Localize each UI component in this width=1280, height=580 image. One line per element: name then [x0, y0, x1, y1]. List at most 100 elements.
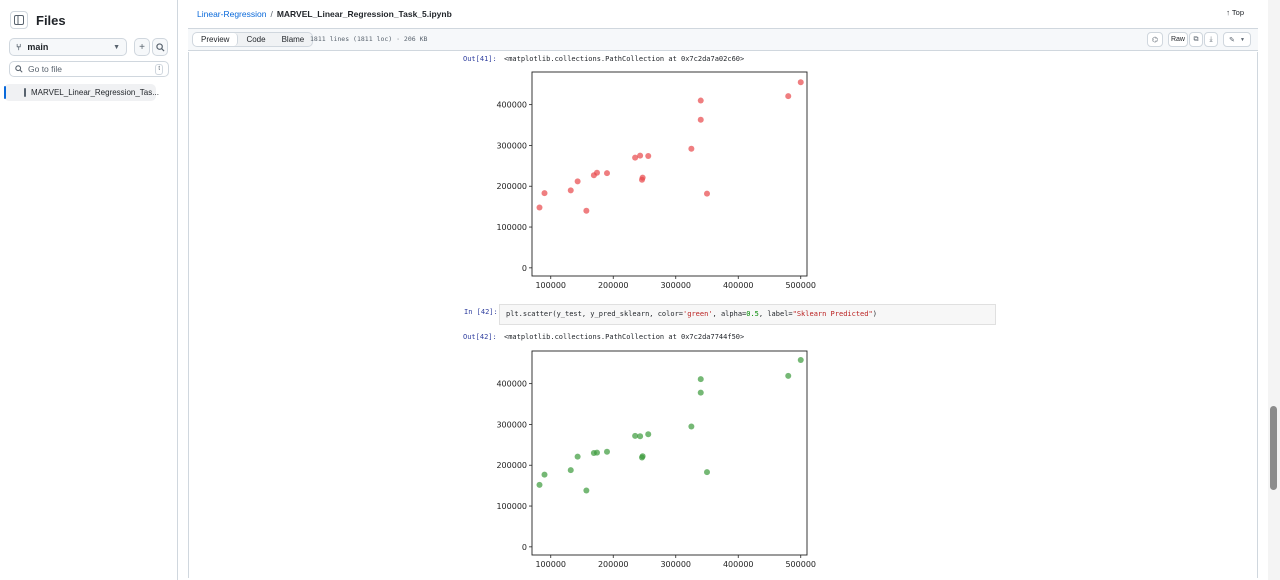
data-point: [632, 432, 639, 439]
data-point: [541, 471, 548, 478]
plot-frame: [531, 71, 808, 277]
data-point: [594, 449, 600, 456]
output-text: <matplotlib.collections.PathCollection a…: [504, 55, 745, 63]
data-point: [639, 453, 646, 460]
x-tick-label: 200000: [598, 560, 629, 569]
y-tick-label: 400000: [496, 380, 527, 389]
data-point: [645, 153, 652, 160]
x-tick-label: 500000: [785, 281, 816, 290]
x-tick-label: 300000: [660, 281, 691, 290]
edit-button[interactable]: ✎ ▼: [1223, 32, 1251, 47]
view-mode-tabs: Preview Code Blame: [192, 32, 314, 47]
sidebar-toggle-icon[interactable]: [10, 11, 28, 29]
arrow-up-icon: ↑: [1226, 8, 1232, 17]
data-point: [637, 152, 644, 159]
data-point: [704, 190, 710, 197]
code-cell[interactable]: plt.scatter(y_test, y_pred_sklearn, colo…: [499, 304, 996, 325]
x-tick-label: 500000: [785, 560, 816, 569]
selected-indicator: [4, 86, 6, 99]
search-button[interactable]: [152, 38, 168, 56]
data-point: [567, 187, 574, 194]
y-tick-label: 0: [522, 543, 527, 552]
file-meta: 1811 lines (1811 loc) · 206 KB: [310, 35, 428, 43]
breadcrumb: Linear-Regression / MARVEL_Linear_Regres…: [188, 4, 1258, 24]
plus-icon: +: [139, 41, 145, 53]
tree-item-file[interactable]: MARVEL_Linear_Regression_Tas...: [4, 84, 159, 101]
scatter-plot-green: 100000 200000 300000 400000 500000 0 100000 200…: [496, 350, 816, 569]
download-button[interactable]: ⤓: [1204, 32, 1218, 47]
search-icon: [155, 42, 165, 52]
data-point: [697, 116, 704, 123]
tab-preview[interactable]: Preview: [193, 33, 239, 46]
in-prompt: In [42]:: [464, 308, 498, 316]
out-prompt: Out[41]:: [463, 55, 497, 63]
y-tick-label: 300000: [496, 141, 527, 150]
code-string: "Sklearn Predicted": [792, 310, 873, 318]
data-point: [688, 423, 695, 430]
y-tick-label: 100000: [496, 502, 527, 511]
data-point: [697, 389, 704, 396]
add-file-button[interactable]: +: [134, 38, 150, 56]
data-point: [785, 93, 792, 100]
out-prompt: Out[42]:: [463, 333, 497, 341]
copy-button[interactable]: ⧉: [1189, 32, 1203, 47]
data-point: [785, 372, 792, 379]
tree-item-label: MARVEL_Linear_Regression_Tas...: [31, 88, 159, 97]
x-tick-label: 400000: [723, 281, 754, 290]
data-point: [583, 487, 590, 494]
data-point: [632, 154, 639, 161]
data-point: [536, 204, 543, 211]
copilot-button[interactable]: ⌬: [1147, 32, 1163, 47]
x-tick-label: 300000: [660, 560, 691, 569]
data-point: [574, 178, 581, 185]
data-point: [541, 190, 548, 197]
raw-button[interactable]: Raw: [1168, 32, 1188, 47]
y-tick-label: 400000: [496, 101, 527, 110]
file-icon: [24, 88, 26, 97]
search-icon: [15, 65, 23, 73]
y-tick-label: 200000: [496, 461, 527, 470]
data-point: [637, 433, 644, 440]
data-point: [797, 356, 804, 363]
top-label: Top: [1231, 8, 1244, 17]
data-point: [697, 97, 704, 104]
x-tick-label: 400000: [723, 560, 754, 569]
scrollbar-thumb[interactable]: [1270, 406, 1277, 490]
shortcut-key: t: [155, 63, 163, 75]
raw-label: Raw: [1170, 36, 1185, 43]
data-point: [604, 170, 610, 177]
pencil-icon: ✎: [1229, 36, 1235, 44]
file-toolbar: Preview Code Blame 1811 lines (1811 loc)…: [188, 28, 1258, 51]
go-to-file-input[interactable]: Go to file t: [9, 61, 169, 77]
data-point: [536, 481, 543, 488]
tab-code[interactable]: Code: [246, 35, 266, 44]
file-tree-sidebar: Files ⑂ main ▼ + Go to file t MARVEL_Lin…: [0, 0, 178, 580]
x-tick-label: 100000: [535, 281, 566, 290]
data-point: [583, 207, 590, 214]
code-part: plt.scatter(y_test, y_pred_sklearn, colo…: [506, 310, 684, 318]
code-part: , alpha=: [712, 310, 747, 318]
data-point: [704, 469, 710, 476]
data-point: [594, 169, 600, 176]
copilot-icon: ⌬: [1151, 36, 1159, 44]
data-point: [639, 174, 646, 181]
notebook-content: Out[41]: <matplotlib.collections.PathCol…: [188, 52, 1258, 578]
data-point: [797, 79, 804, 86]
data-point: [688, 145, 695, 152]
breadcrumb-repo-link[interactable]: Linear-Regression: [197, 9, 267, 19]
breadcrumb-file-name: MARVEL_Linear_Regression_Task_5.ipynb: [276, 9, 452, 19]
plot-frame: [531, 350, 808, 556]
copy-icon: ⧉: [1193, 35, 1199, 43]
x-tick-label: 200000: [598, 281, 629, 290]
y-tick-label: 200000: [496, 182, 527, 191]
data-point: [604, 448, 610, 455]
tab-blame[interactable]: Blame: [281, 35, 305, 44]
data-point: [567, 467, 574, 474]
sidebar-title: Files: [36, 12, 66, 28]
top-button[interactable]: ↑ Top: [1226, 8, 1244, 17]
y-tick-label: 100000: [496, 223, 527, 232]
scrollbar-track[interactable]: [1268, 0, 1280, 580]
branch-selector[interactable]: ⑂ main ▼: [9, 38, 127, 56]
scatter-plot-red: 100000 200000 300000 400000 500000 0 100000 200…: [496, 71, 816, 290]
